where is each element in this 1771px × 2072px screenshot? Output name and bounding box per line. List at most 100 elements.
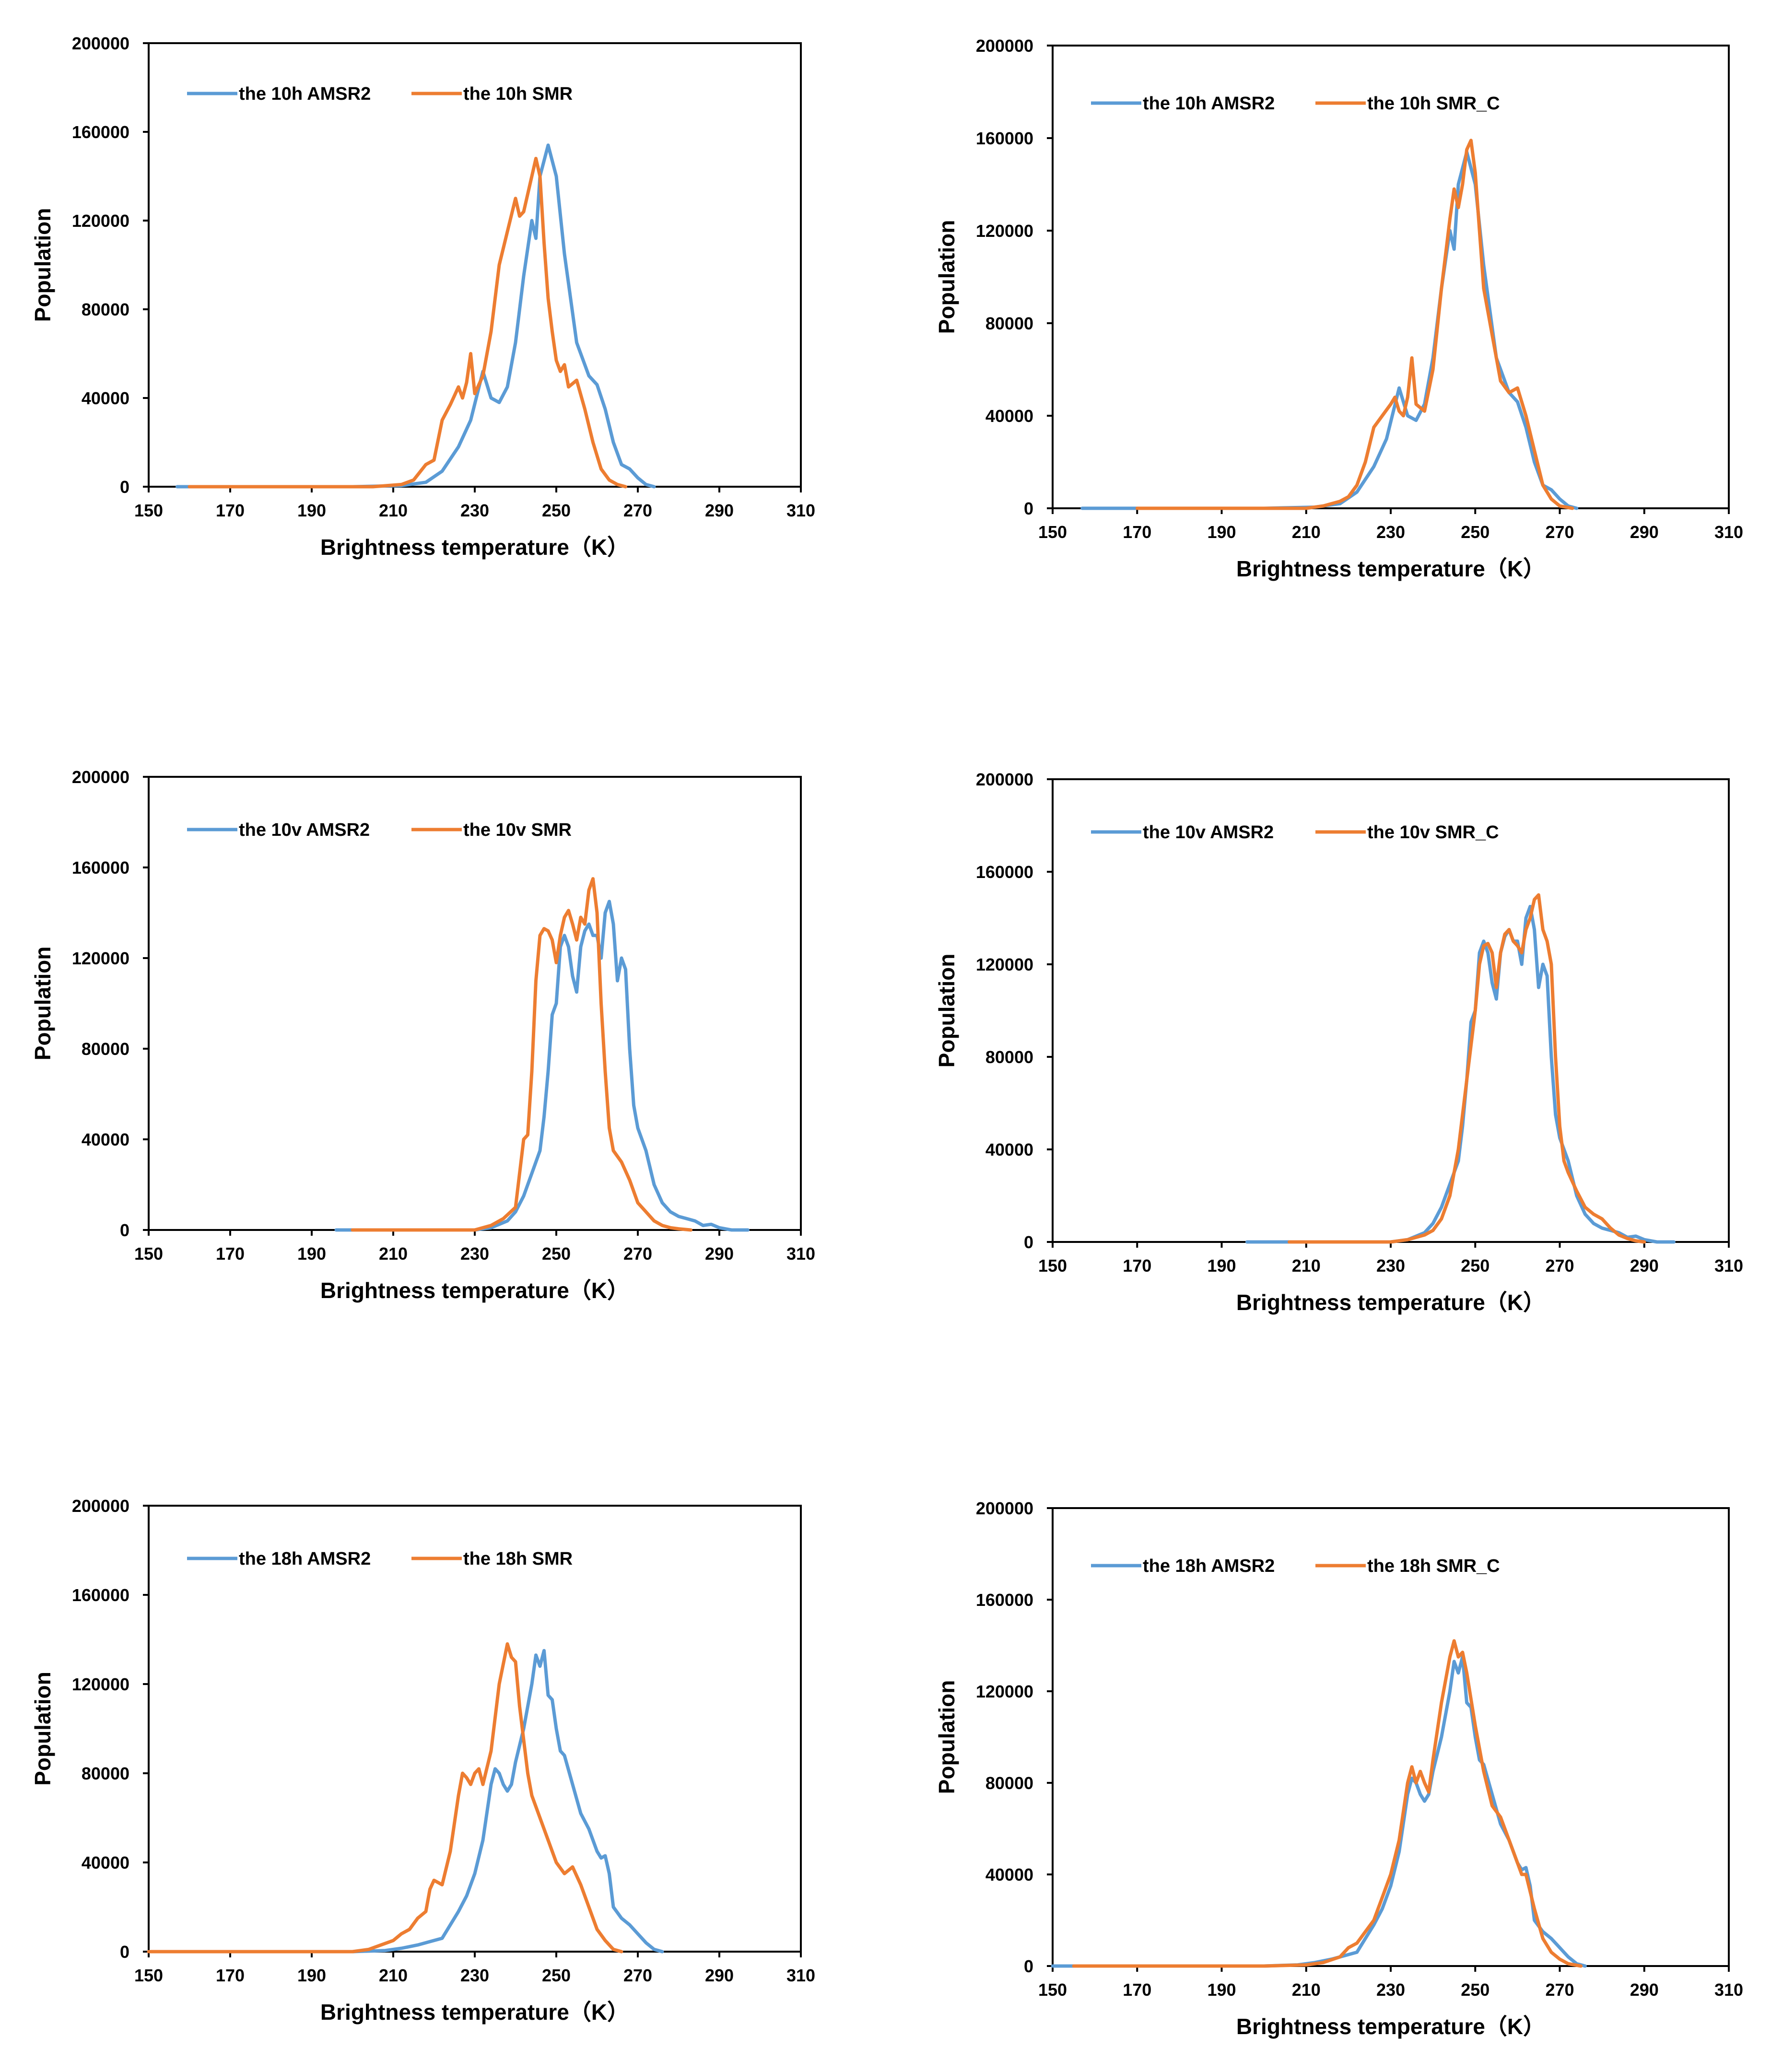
x-tick-label: 170	[216, 1244, 245, 1264]
x-axis-title: Brightness temperature（K）	[320, 1278, 629, 1303]
x-tick-label: 190	[297, 1244, 326, 1264]
legend: the 10h AMSR2 the 10h SMR	[187, 84, 573, 104]
x-tick-label: 170	[1123, 1256, 1151, 1276]
x-tick-label: 150	[134, 1244, 163, 1264]
y-tick-label: 40000	[82, 1130, 129, 1149]
series-line-amsr2	[290, 1649, 664, 1954]
legend-label-smr: the 10v SMR	[463, 820, 572, 840]
x-tick-label: 290	[705, 501, 734, 520]
x-tick-label: 210	[1292, 1256, 1321, 1276]
x-tick-label: 150	[1038, 1980, 1067, 2000]
series-line-amsr2	[176, 143, 656, 489]
series-line-amsr2	[334, 900, 750, 1232]
series-line-smr	[147, 1642, 623, 1954]
legend: the 10h AMSR2 the 10h SMR_C	[1091, 94, 1500, 114]
x-tick-label: 190	[1207, 522, 1236, 542]
plot-area	[148, 1505, 802, 1953]
x-tick-label: 150	[134, 501, 163, 520]
y-tick-label: 160000	[72, 1585, 129, 1605]
legend-label-smr: the 10h SMR	[463, 84, 573, 104]
y-tick-label: 120000	[72, 1674, 129, 1694]
series-line-amsr2	[1051, 1655, 1587, 1968]
y-tick-label: 120000	[72, 211, 129, 231]
x-tick-label: 290	[1630, 1256, 1659, 1276]
x-tick-label: 190	[1207, 1256, 1236, 1276]
legend: the 18h AMSR2 the 18h SMR_C	[1091, 1556, 1500, 1576]
series-line-smr	[188, 157, 627, 489]
x-tick-label: 170	[216, 501, 245, 520]
x-axis-title: Brightness temperature（K）	[1236, 556, 1545, 581]
y-axis-title: Population	[934, 954, 959, 1068]
x-tick-label: 170	[216, 1966, 245, 1985]
y-axis-title: Population	[30, 947, 55, 1061]
series-line-amsr2	[1080, 150, 1579, 510]
x-tick-label: 250	[542, 501, 571, 520]
chart-p1: 150 170 190 210 230 250 270 290 310 0 40000 80000 12…	[30, 34, 815, 560]
y-tick-label: 160000	[72, 858, 129, 878]
y-tick-label: 0	[120, 1942, 129, 1962]
x-tick-label: 270	[623, 501, 652, 520]
x-tick-label: 290	[1630, 522, 1659, 542]
y-tick-label: 40000	[985, 1865, 1033, 1885]
x-tick-label: 150	[1038, 522, 1067, 542]
series-line-smr	[1288, 893, 1646, 1244]
x-tick-label: 150	[1038, 1256, 1067, 1276]
x-tick-label: 270	[623, 1966, 652, 1985]
x-tick-label: 170	[1123, 522, 1151, 542]
x-tick-label: 310	[786, 501, 815, 520]
x-tick-label: 270	[1545, 522, 1574, 542]
y-tick-label: 160000	[976, 862, 1033, 882]
x-tick-label: 170	[1123, 1980, 1151, 2000]
legend-label-amsr2: the 18h AMSR2	[1143, 1556, 1275, 1576]
y-tick-label: 120000	[72, 948, 129, 968]
y-tick-label: 0	[120, 1220, 129, 1240]
legend: the 10v AMSR2 the 10v SMR	[187, 820, 572, 840]
x-tick-label: 230	[1376, 522, 1405, 542]
x-tick-label: 270	[623, 1244, 652, 1264]
x-tick-label: 310	[1714, 1980, 1743, 2000]
x-tick-label: 230	[460, 501, 489, 520]
x-tick-label: 230	[1376, 1256, 1405, 1276]
x-axis-title: Brightness temperature（K）	[320, 2000, 629, 2025]
y-tick-label: 200000	[72, 767, 129, 787]
x-tick-label: 150	[134, 1966, 163, 1985]
x-tick-label: 290	[705, 1966, 734, 1985]
x-tick-label: 290	[705, 1244, 734, 1264]
legend-label-smr: the 18h SMR	[463, 1549, 573, 1569]
y-tick-label: 40000	[985, 1140, 1033, 1159]
y-axis-title: Population	[934, 220, 959, 334]
series-line-smr	[1072, 1639, 1583, 1968]
y-tick-label: 0	[120, 477, 129, 497]
y-tick-label: 200000	[976, 1498, 1033, 1518]
x-tick-label: 190	[297, 1966, 326, 1985]
legend-label-amsr2: the 10h AMSR2	[239, 84, 371, 104]
x-tick-label: 230	[460, 1966, 489, 1985]
y-tick-label: 120000	[976, 1682, 1033, 1701]
y-tick-label: 120000	[976, 955, 1033, 974]
series-line-smr	[351, 877, 692, 1232]
y-tick-label: 160000	[72, 122, 129, 142]
x-axis-title: Brightness temperature（K）	[320, 535, 629, 560]
x-tick-label: 210	[1292, 522, 1321, 542]
y-tick-label: 80000	[985, 1047, 1033, 1067]
x-tick-label: 310	[1714, 1256, 1743, 1276]
legend-label-smr: the 18h SMR_C	[1367, 1556, 1500, 1576]
series-line-smr	[1135, 139, 1574, 510]
y-tick-label: 80000	[82, 300, 129, 319]
y-tick-label: 0	[1024, 499, 1033, 518]
legend: the 18h AMSR2 the 18h SMR	[187, 1549, 573, 1569]
y-tick-label: 200000	[976, 770, 1033, 789]
x-tick-label: 270	[1545, 1256, 1574, 1276]
legend-label-amsr2: the 18h AMSR2	[239, 1549, 371, 1569]
y-tick-label: 80000	[82, 1039, 129, 1059]
legend: the 10v AMSR2 the 10v SMR_C	[1091, 822, 1499, 843]
y-tick-label: 200000	[72, 1496, 129, 1516]
series-line-amsr2	[1245, 904, 1676, 1244]
y-tick-label: 80000	[985, 314, 1033, 333]
y-axis-title: Population	[30, 1672, 55, 1786]
y-axis-title: Population	[30, 208, 55, 322]
x-tick-label: 210	[379, 501, 408, 520]
x-tick-label: 290	[1630, 1980, 1659, 2000]
plot-area	[1052, 45, 1730, 509]
